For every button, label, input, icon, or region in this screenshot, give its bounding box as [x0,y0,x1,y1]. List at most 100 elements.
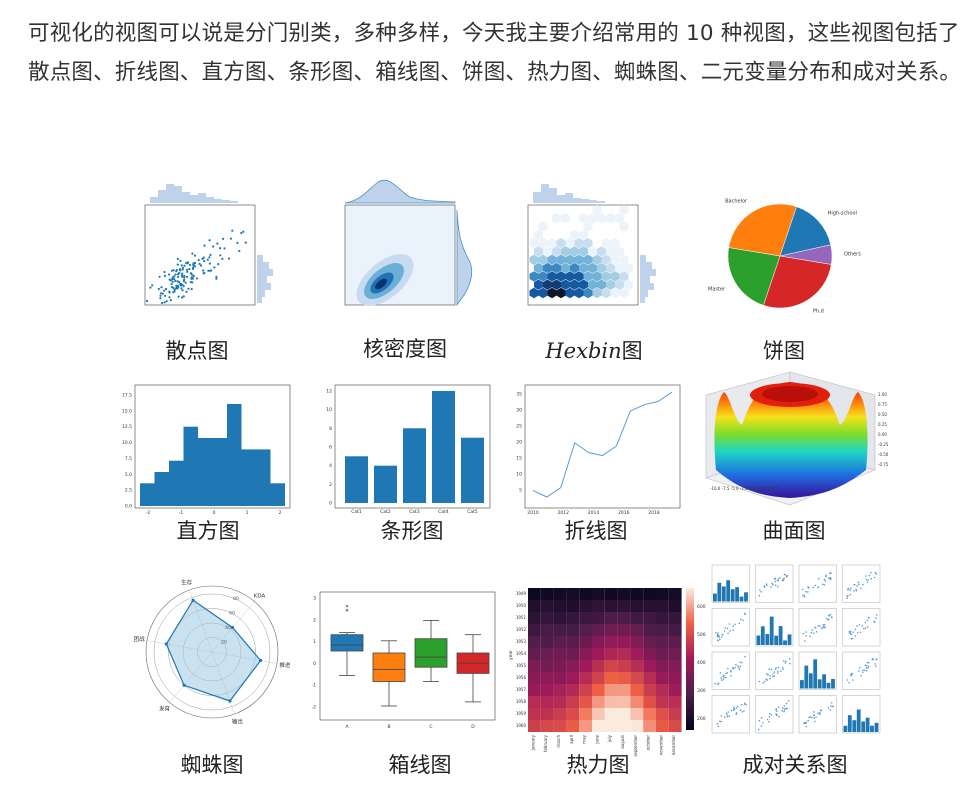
y-tick: 1950 [516,603,527,608]
svg-text:0.00: 0.00 [878,432,887,437]
heat-cell [592,588,605,600]
hexbin-cell [597,246,606,257]
hexbin-cell [615,262,624,274]
heat-cell [528,648,541,660]
pair-point [762,722,764,724]
pie-chart: Others Ph.d Master Bachelor High-school [708,199,861,315]
pair-point [850,673,852,676]
heat-cell [604,708,618,720]
pair-point [768,720,770,723]
pair-point [728,715,731,717]
heat-cell [604,696,618,708]
radar-point [164,642,168,646]
x-tick: Cat1 [351,509,362,515]
scatter-point [242,230,245,233]
heat-cell [566,708,580,720]
heat-cell [528,684,541,696]
heat-cell [643,684,656,696]
hexbin-cell [592,254,602,265]
radar-point [182,683,186,687]
pair-point [758,680,761,683]
heat-cell [592,696,605,708]
pair-point [773,675,776,677]
x-tick: june [594,734,599,744]
pair-point [825,574,827,577]
scatter-point [177,295,180,298]
pair-cell [755,695,794,734]
pair-point [777,585,779,588]
scatter-point [194,261,197,264]
y-tick: 1956 [516,675,527,680]
pair-point [739,661,741,664]
pair-point [740,703,743,706]
pair-cell [842,608,881,647]
heat-ylabel: year [508,650,514,660]
pair-point [718,634,720,637]
bar [374,465,397,503]
y-tick: 1958 [516,699,527,704]
heat-cell [656,612,669,624]
y-tick: 10 [516,472,522,478]
pair-point [730,670,732,673]
scatter-point [229,237,232,240]
pair-cell [755,608,794,647]
heat-cell [566,648,580,660]
pair-point [804,640,806,642]
pair-point [729,630,731,632]
x-tick: november [658,735,663,756]
pair-point [732,625,735,627]
pair-point [862,671,864,673]
pair-point [783,577,785,580]
pair-point [760,717,763,719]
heat-colorbar: 200 300 400 500 600 [686,588,706,730]
heat-cell [579,636,592,648]
pie-slice [763,255,832,309]
heat-xticks: january february march april may june july augu… [530,734,676,756]
hexbin-cell [556,287,566,299]
heat-cell [592,612,605,624]
pair-hist-bar [831,679,835,689]
x-tick: -1 [179,510,184,516]
hist-axes [134,384,291,509]
hexbin-cell [588,246,597,257]
hexbin-cell [547,238,557,249]
x-tick: Cat3 [409,509,420,515]
pair-point [830,616,833,618]
heat-cell [579,720,592,732]
heat-cell [617,672,631,684]
y-tick: 5.0 [125,472,132,478]
heat-cell [528,624,541,636]
y-tick: 2 [313,617,316,623]
pair-hist-bar [717,582,722,602]
pair-point [867,617,870,619]
svg-text:-10.0 -7.5 -5.0 -2.5 0.0 2.5 5: -10.0 -7.5 -5.0 -2.5 0.0 2.5 5.0 7.5 [710,486,779,491]
y-tick: 12 [326,389,332,395]
pair-point [718,636,720,638]
caption-pair: 成对关系图 [743,753,848,777]
scatter-point [223,247,226,250]
pair-point [717,639,719,642]
scatter-point [202,256,205,259]
pair-point [719,672,722,674]
scatter-right-hist [257,255,273,303]
hexbin-cell [543,262,552,274]
pair-point [814,584,817,587]
heat-cell [553,648,567,660]
pair-point [766,679,769,681]
pair-point [767,674,769,676]
heat-cell [528,672,541,684]
pair-cell [711,695,750,734]
heat-cell [553,636,567,648]
heat-cell [668,624,682,636]
pair-point [757,728,760,731]
scatter-point [228,257,231,260]
pair-point [859,667,861,669]
pair-point [829,613,832,616]
pair-point [824,626,827,629]
pair-point [819,712,821,714]
pair-hist-bar [787,634,792,645]
caption-surface: 曲面图 [763,519,826,543]
pair-point [720,636,723,638]
hexbin-cell [610,254,620,265]
heat-cell [528,612,541,624]
